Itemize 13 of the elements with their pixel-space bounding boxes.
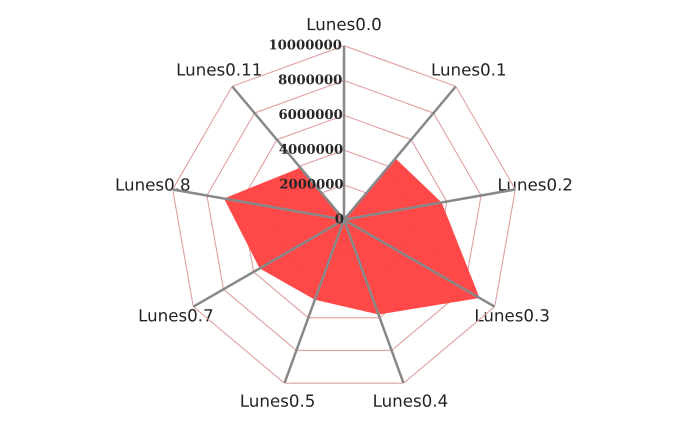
spoke-label: Lunes0.1 <box>432 63 506 76</box>
y-tick-label: 10000000 <box>270 40 342 50</box>
spoke-label: Lunes0.7 <box>140 308 212 322</box>
spoke-label: Lunes0.4 <box>374 394 448 407</box>
spoke-label: Lunes0.5 <box>241 394 314 407</box>
spoke-label: Lunes0.3 <box>476 308 549 322</box>
spoke-label: Lunes0.8 <box>116 178 190 191</box>
spoke-label: Lunes0.11 <box>178 63 261 76</box>
spoke-label: Lunes0.2 <box>499 178 572 191</box>
y-tick-label: 4000000 <box>279 144 343 154</box>
y-tick-label: 8000000 <box>278 74 342 84</box>
y-tick-label: 6000000 <box>279 109 342 120</box>
spoke-label: Lunes0.0 <box>308 18 381 30</box>
